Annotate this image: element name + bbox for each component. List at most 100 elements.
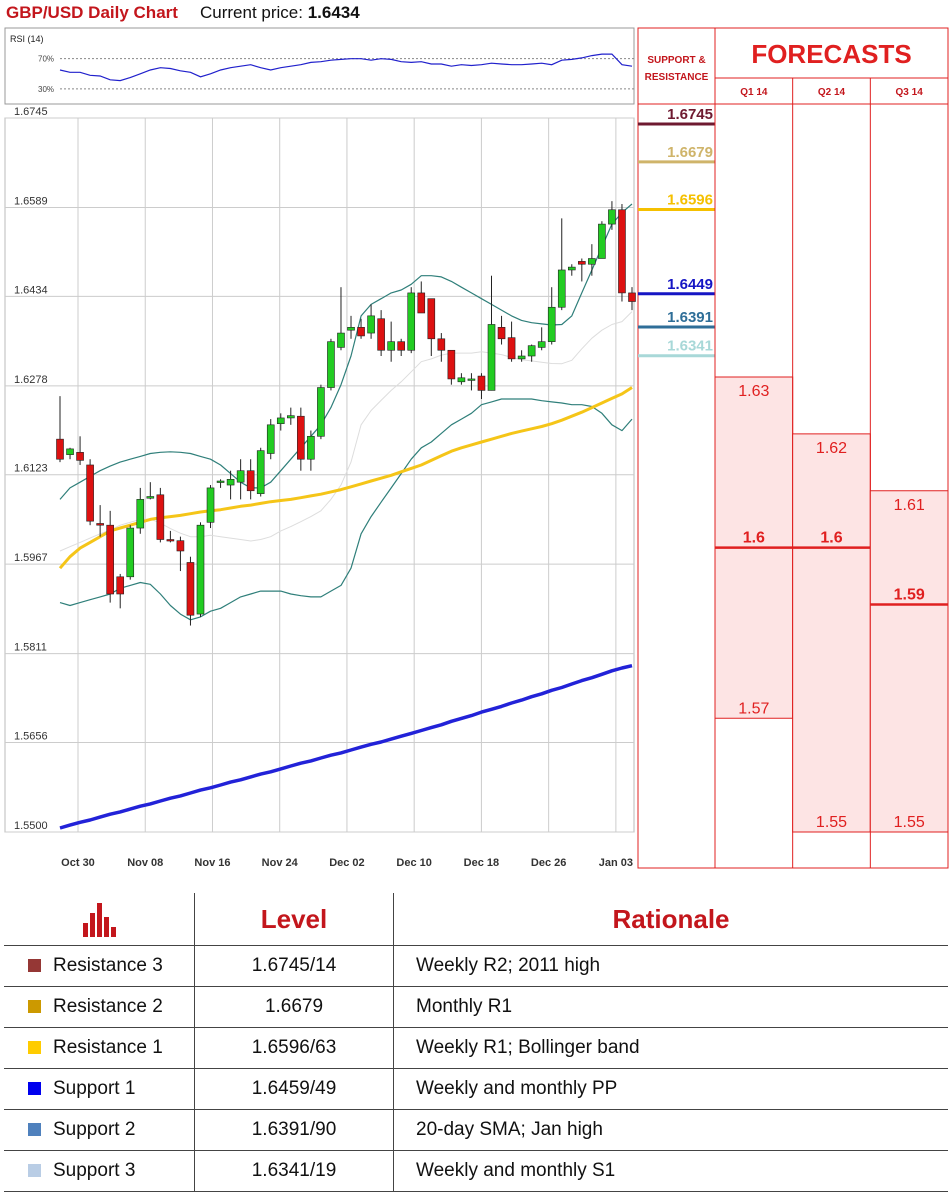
forecast-median-label: 1.6	[820, 530, 842, 547]
candle-up	[588, 258, 596, 265]
candle-up	[146, 496, 155, 499]
candle-up	[337, 332, 345, 348]
level-name-cell: Support 1	[4, 1068, 195, 1110]
sr-header-line1: SUPPORT &	[647, 55, 705, 66]
rsi-label: RSI (14)	[10, 34, 44, 44]
level-rationale: Weekly R2; 2011 high	[393, 945, 948, 987]
current-price: Current price: 1.6434	[200, 3, 360, 23]
candle-down	[186, 562, 195, 616]
rsi-frame	[4, 27, 635, 105]
level-color-swatch	[28, 1000, 41, 1013]
level-rationale: Weekly R1; Bollinger band	[393, 1027, 948, 1069]
forecast-range-box	[792, 433, 871, 833]
candle-up	[547, 306, 556, 342]
x-tick-label: Dec 10	[396, 857, 431, 869]
candle-down	[377, 318, 385, 351]
candle-up	[136, 499, 145, 529]
level-name: Support 3	[53, 1160, 136, 1181]
level-name-cell: Resistance 3	[4, 945, 195, 987]
candle-down	[507, 337, 516, 360]
candle-up	[236, 470, 245, 483]
level-value: 1.6341/19	[194, 1150, 394, 1192]
forecast-median-label: 1.59	[894, 587, 925, 604]
table-row: Resistance 2 1.6679 Monthly R1	[4, 986, 948, 1028]
forecast-low-label: 1.55	[816, 814, 847, 831]
forecast-column-label: Q3 14	[896, 87, 924, 98]
candle-up	[216, 480, 225, 483]
bollinger-upper-line	[59, 203, 633, 500]
candle-down	[397, 341, 405, 351]
sr-level-label: 1.6596	[667, 191, 713, 208]
level-name: Support 1	[53, 1078, 136, 1099]
candle-down	[96, 523, 104, 526]
sma-mid-line	[58, 386, 633, 570]
x-tick-label: Dec 02	[329, 857, 364, 869]
candle-up	[537, 341, 546, 348]
candle-down	[437, 338, 446, 351]
candle-up	[467, 378, 476, 381]
x-tick-label: Dec 26	[531, 857, 566, 869]
current-price-label: Current price:	[200, 3, 303, 22]
forecast-high-label: 1.62	[816, 440, 847, 457]
level-value: 1.6459/49	[194, 1068, 394, 1110]
candle-up	[317, 387, 325, 437]
forecast-high-label: 1.61	[894, 497, 925, 514]
support-resistance-panel: SUPPORT & RESISTANCE 1.6745 1.6679 1.6596 1.6…	[637, 27, 716, 869]
candle-up	[557, 269, 566, 308]
level-name-cell: Resistance 1	[4, 1027, 195, 1069]
x-tick-label: Nov 08	[127, 857, 163, 869]
levels-table: Level Rationale Resistance 3 1.6745/14 Wee…	[4, 893, 948, 1192]
bollinger-lower-line	[59, 398, 633, 621]
x-tick-label: Nov 16	[194, 857, 230, 869]
x-tick-label: Dec 18	[464, 857, 499, 869]
candle-down	[106, 524, 114, 595]
candle-up	[457, 377, 466, 383]
level-value: 1.6745/14	[194, 945, 394, 987]
table-row: Resistance 3 1.6745/14 Weekly R2; 2011 hig…	[4, 945, 948, 987]
candle-up	[287, 415, 295, 419]
levels-table-header: Level Rationale	[4, 893, 948, 946]
level-name: Resistance 1	[53, 1037, 163, 1058]
level-color-swatch	[28, 1082, 41, 1095]
candle-down	[618, 209, 626, 294]
bollinger-mid-line	[59, 311, 633, 552]
level-name: Support 2	[53, 1119, 136, 1140]
candle-down	[86, 464, 94, 522]
level-color-swatch	[28, 1164, 41, 1177]
candle-up	[387, 341, 395, 351]
candle-down	[628, 292, 636, 302]
bar-chart-icon	[83, 903, 116, 937]
candle-down	[357, 327, 365, 337]
level-name-cell: Support 2	[4, 1109, 195, 1151]
candle-up	[226, 479, 235, 486]
y-tick-label: 1.5811	[14, 642, 47, 654]
y-tick-label: 1.5967	[14, 552, 48, 564]
forecast-median-label: 1.6	[743, 530, 765, 547]
candle-up	[266, 424, 275, 454]
level-value: 1.6679	[194, 986, 394, 1028]
forecasts-title: FORECASTS	[751, 39, 911, 69]
forecasts-panel: FORECASTS Q1 14 1.63 1.6 1.57 Q2 14 1.62 1.6 1.5…	[714, 27, 949, 869]
y-tick-label: 1.6589	[14, 195, 48, 207]
level-value: 1.6391/90	[194, 1109, 394, 1151]
candle-up	[126, 527, 135, 578]
rsi-line	[59, 53, 633, 82]
sr-level-label: 1.6391	[667, 309, 713, 326]
level-rationale: Weekly and monthly S1	[393, 1150, 948, 1192]
x-tick-label: Oct 30	[61, 857, 95, 869]
candle-down	[417, 292, 426, 314]
candle-down	[116, 576, 125, 595]
candle-down	[497, 327, 506, 340]
level-rationale: Monthly R1	[393, 986, 948, 1028]
candle-down	[477, 375, 486, 391]
candle-down	[297, 415, 305, 460]
level-value: 1.6596/63	[194, 1027, 394, 1069]
forecast-range-box	[869, 490, 949, 833]
candle-down	[447, 349, 456, 380]
y-tick-label: 1.6434	[14, 284, 48, 296]
candle-down	[578, 261, 586, 265]
candle-down	[156, 494, 165, 540]
level-color-swatch	[28, 1123, 41, 1136]
level-header: Level	[194, 893, 394, 946]
candle-down	[246, 470, 255, 492]
